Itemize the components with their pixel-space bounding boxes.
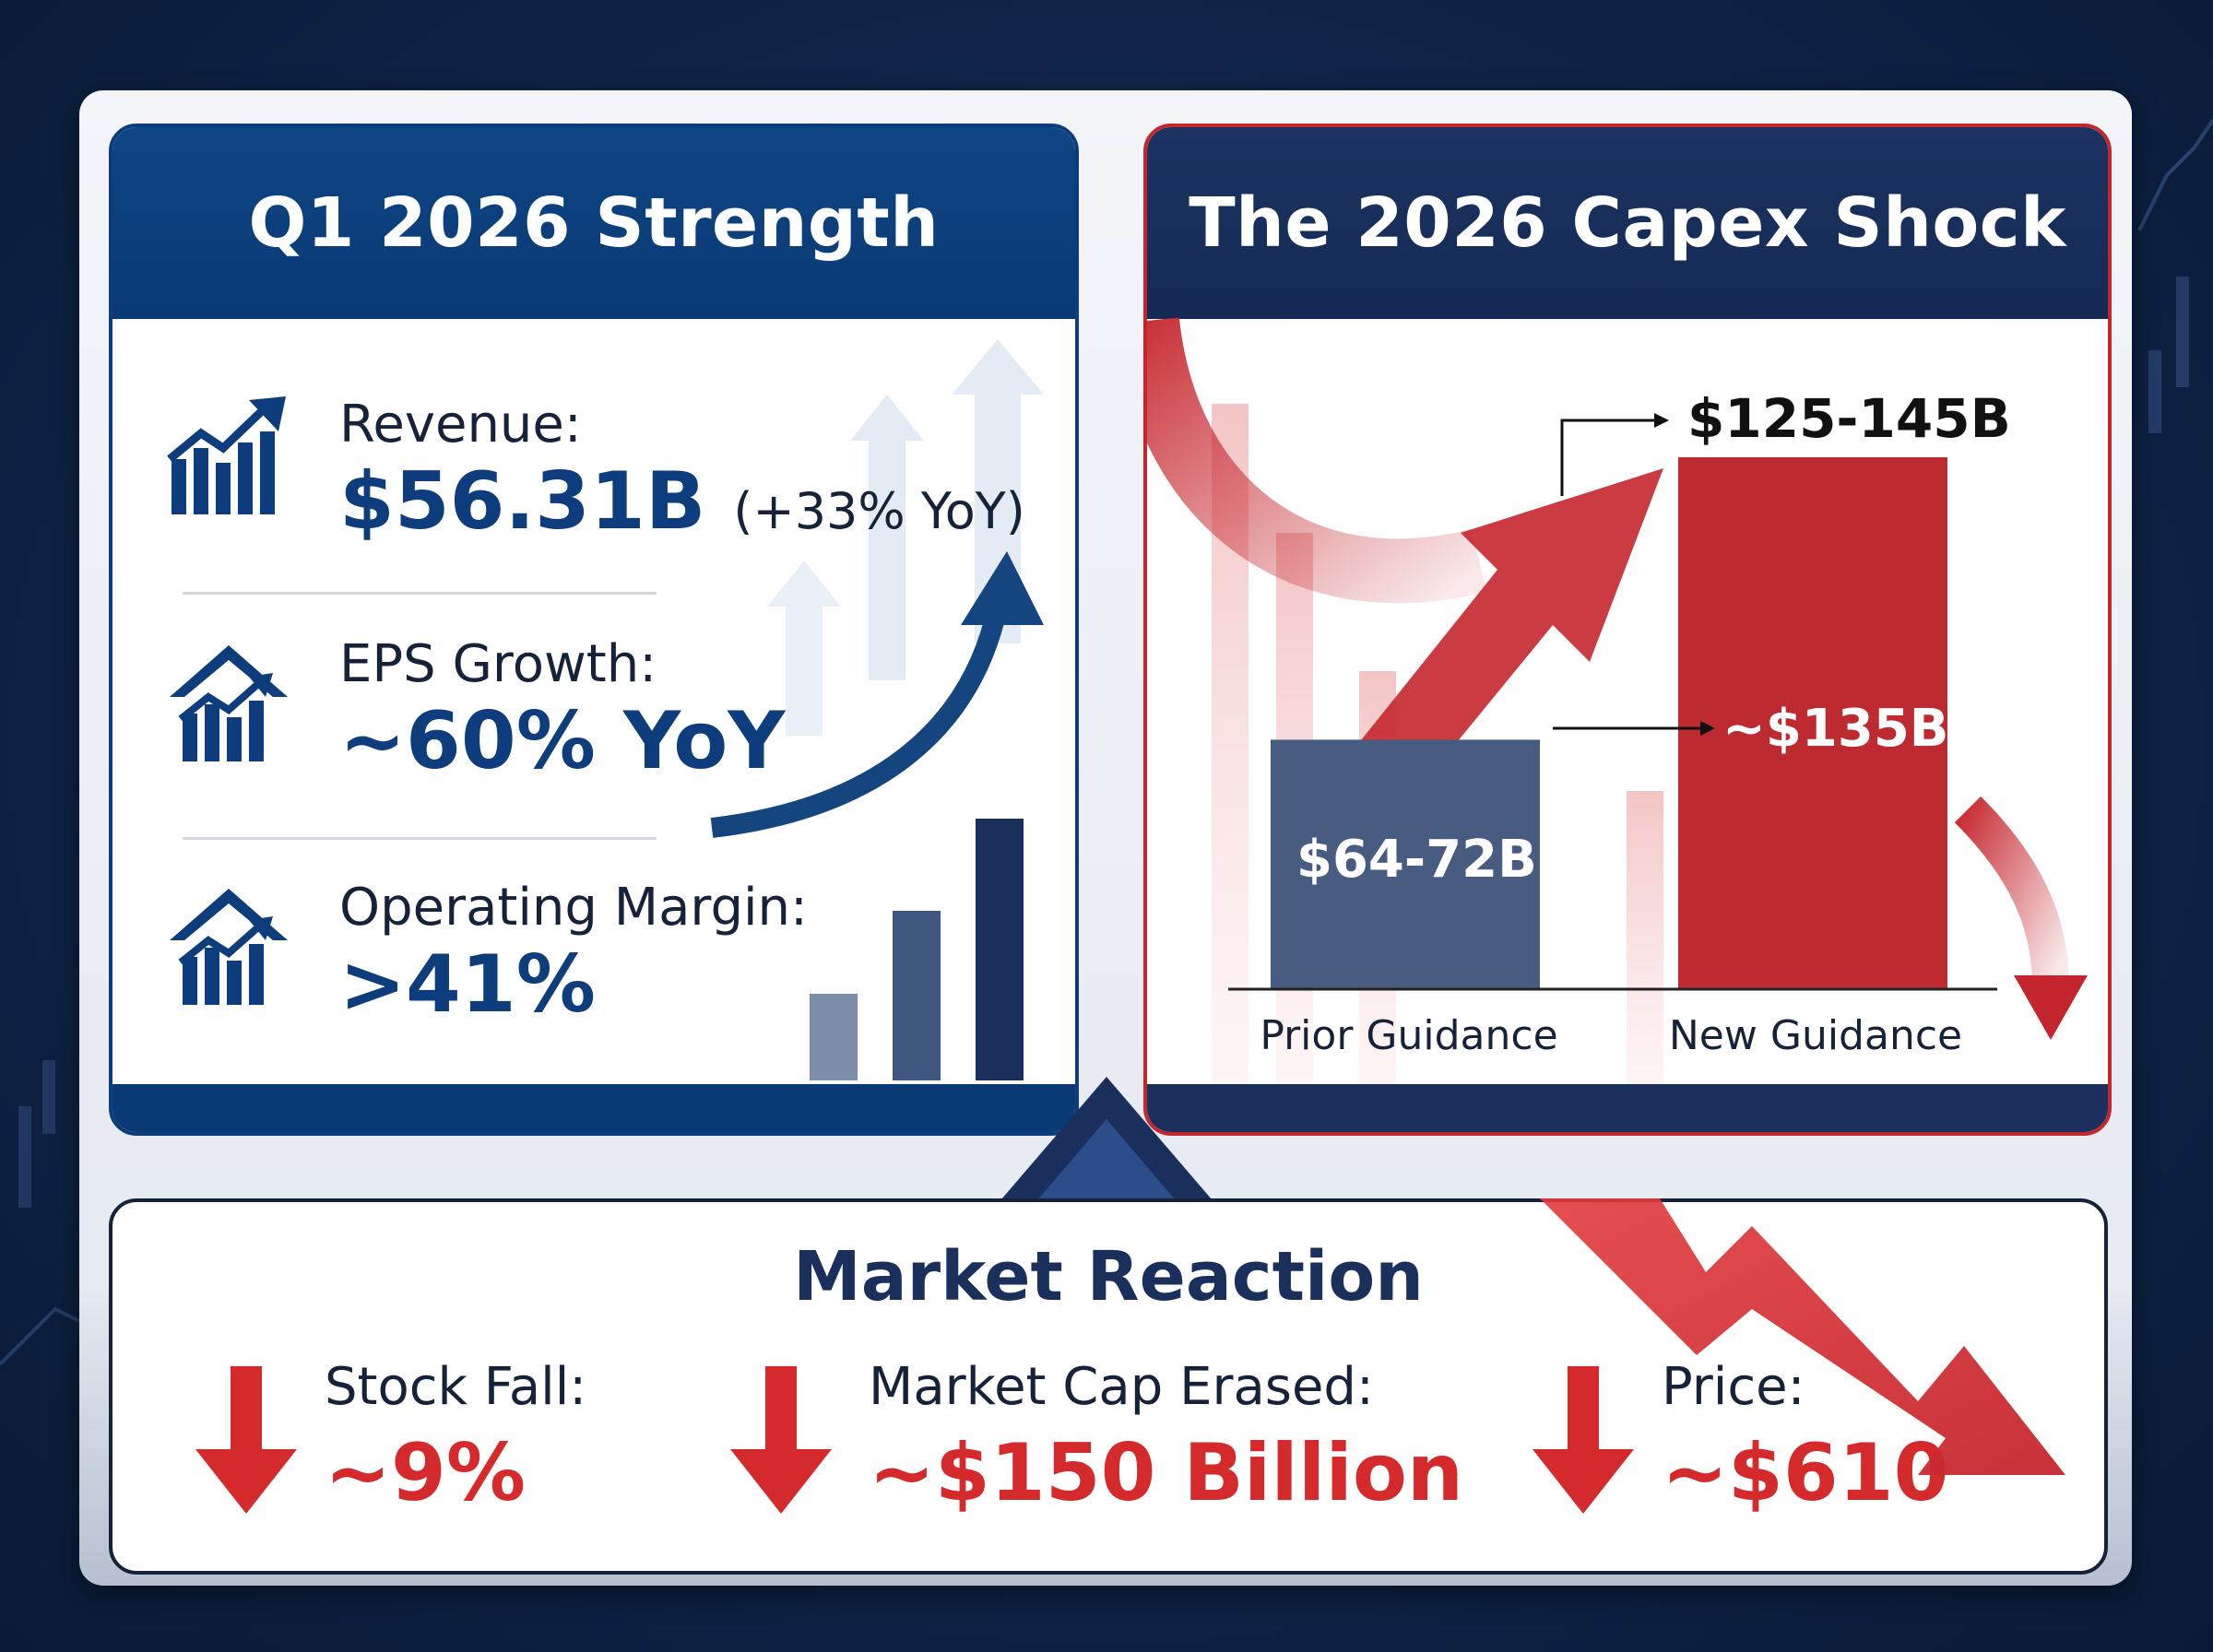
connector-triangle (996, 1077, 1217, 1206)
panel-footer-band (1147, 1084, 2108, 1132)
prior-range-label: $64-72B (1296, 830, 1537, 890)
metric-divider (183, 837, 657, 840)
revenue-value: $56.31B (+33% YoY) (339, 455, 1025, 548)
decorative-down-swoosh (1954, 796, 2069, 985)
down-arrow-icon (2014, 975, 2088, 1040)
revenue-growth-note: (+33% YoY) (733, 482, 1025, 540)
down-arrow-icon (1533, 1366, 1634, 1514)
metric-divider (183, 592, 657, 595)
stock-fall-label: Stock Fall: (325, 1357, 587, 1417)
decorative-faded-bar (1627, 791, 1663, 1104)
price-label: Price: (1662, 1357, 1805, 1417)
range-high-label: $125-145B (1687, 387, 2011, 450)
q1-strength-panel: Q1 2026 Strength Revenue: $56.31B (+33% … (109, 124, 1079, 1136)
market-cap-erased-value: ~$150 Billion (869, 1427, 1464, 1519)
market-reaction-title: Market Reaction (793, 1237, 1424, 1316)
market-cap-erased-label: Market Cap Erased: (869, 1357, 1374, 1417)
eps-value: ~60% YoY (339, 695, 786, 787)
stock-fall-value: ~9% (325, 1427, 527, 1519)
down-arrow-icon (730, 1366, 832, 1514)
up-arrow-icon (1313, 468, 1663, 828)
decorative-swoosh-arrow (1147, 316, 1487, 604)
panel-footer-band (112, 1084, 1075, 1132)
revenue-label: Revenue: (339, 395, 582, 454)
new-guidance-bar (1678, 457, 1947, 989)
decorative-growth-graphics (710, 339, 1044, 1080)
capex-guidance-chart (1147, 316, 2088, 1104)
x-tick-label-prior: Prior Guidance (1260, 1012, 1558, 1059)
x-tick-label-new: New Guidance (1668, 1012, 1963, 1059)
market-reaction-panel: Market Reaction Stock Fall: ~9% Market C… (109, 1198, 2108, 1575)
operating-margin-label: Operating Margin: (339, 878, 808, 938)
revenue-amount: $56.31B (339, 455, 706, 548)
arrowhead-icon (1654, 413, 1669, 428)
midpoint-label: ~$135B (1722, 699, 1949, 759)
q1-strength-title: Q1 2026 Strength (112, 127, 1075, 319)
range-connector-arrow (1560, 419, 1654, 496)
arrowhead-icon (1700, 721, 1715, 736)
down-arrow-icon (195, 1366, 297, 1514)
capex-shock-title: The 2026 Capex Shock (1147, 127, 2108, 319)
price-value: ~$610 (1662, 1427, 1949, 1519)
house-growth-icon (170, 645, 288, 761)
rising-bars-icon (167, 396, 286, 514)
operating-margin-value: >41% (339, 938, 596, 1031)
capex-shock-panel: The 2026 Capex Shock (1143, 124, 2112, 1136)
prior-guidance-bar (1271, 739, 1540, 989)
house-growth-icon (170, 889, 288, 1005)
eps-label: EPS Growth: (339, 634, 657, 694)
